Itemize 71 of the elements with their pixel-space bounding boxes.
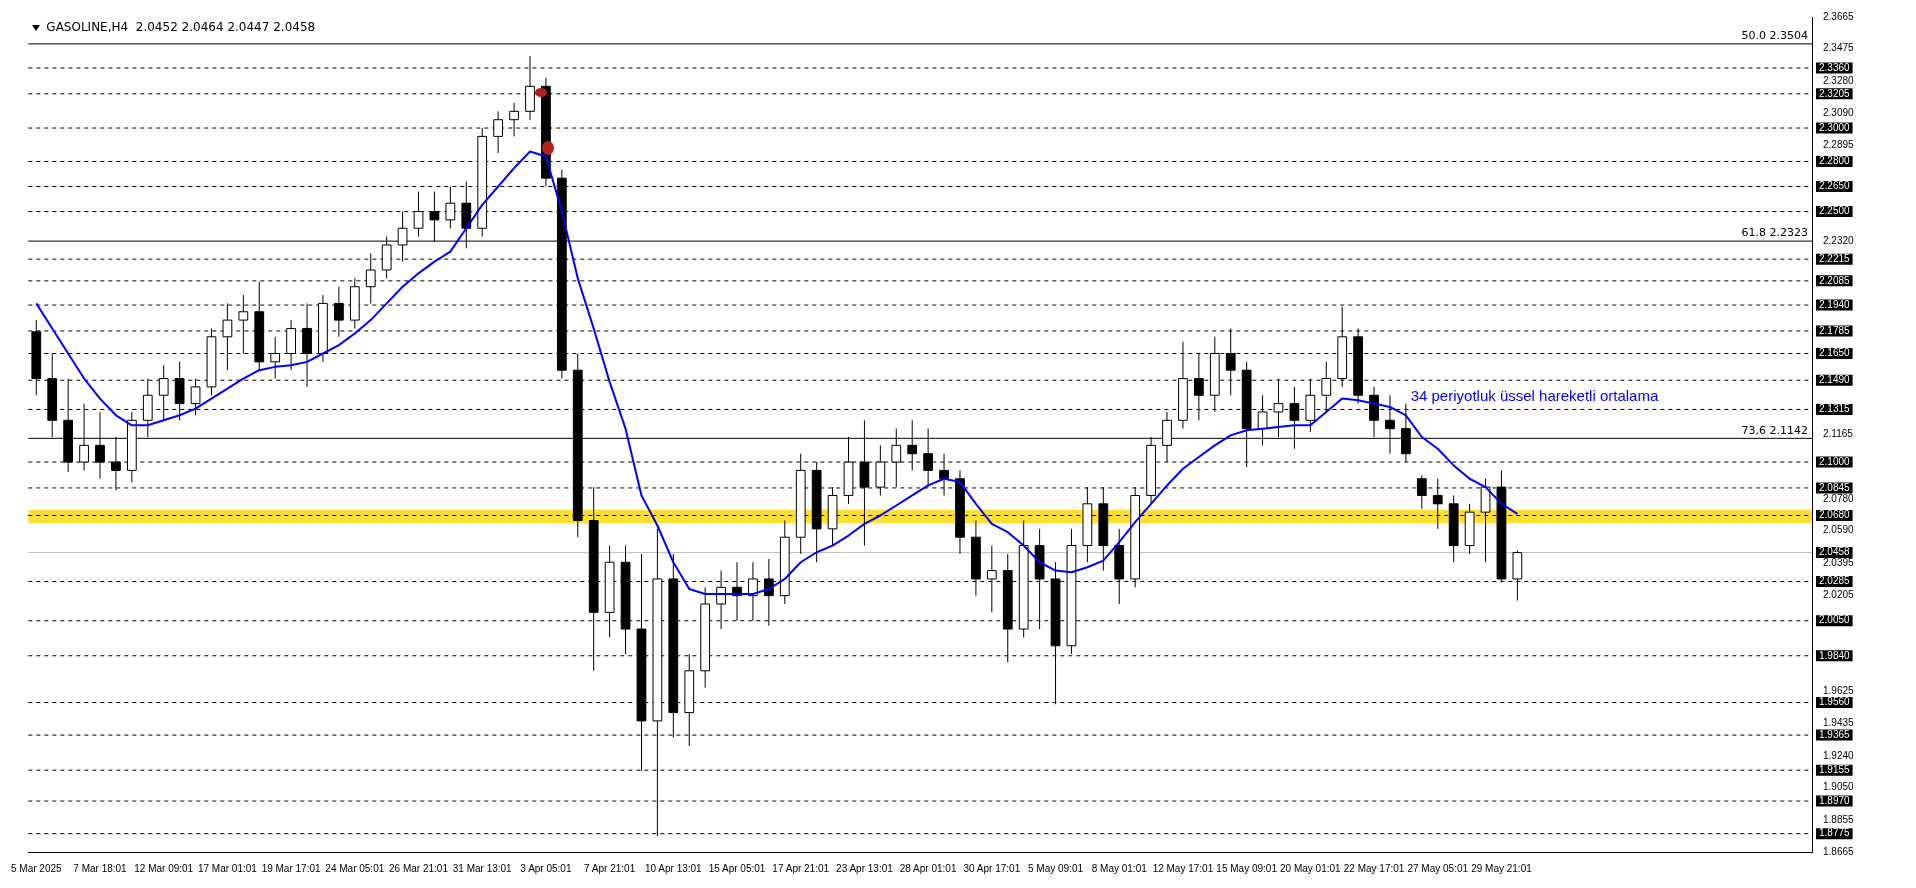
chart-title: GASOLINE,H4 2.0452 2.0464 2.0447 2.0458	[46, 20, 316, 35]
ref-line-label: 1.9365	[1819, 728, 1851, 740]
ref-line-label: 2.3205	[1819, 87, 1851, 99]
annotation: 61.8 2.2323	[1741, 226, 1808, 240]
x-tick-label: 17 Apr 21:01	[772, 862, 830, 874]
x-tick-label: 24 Mar 05:01	[325, 862, 385, 874]
ref-line-label: 2.1940	[1819, 298, 1851, 310]
ref-line-label: 2.2215	[1819, 252, 1851, 264]
x-tick-label: 7 Mar 18:01	[73, 862, 128, 874]
x-tick-label: 27 May 05:01	[1407, 862, 1469, 874]
y-tick-label: 2.3090	[1823, 106, 1855, 118]
ref-line-label: 2.2650	[1819, 180, 1851, 192]
ref-line-label: 2.3360	[1819, 61, 1851, 73]
x-tick-label: 8 May 01:01	[1091, 862, 1148, 874]
y-tick-label: 2.3280	[1823, 75, 1855, 87]
annotation: 50.0 2.3504	[1741, 29, 1808, 43]
y-tick-label: 1.8855	[1823, 814, 1855, 826]
ref-line-label: 2.2800	[1819, 155, 1851, 167]
ref-line-label: 2.3000	[1819, 121, 1851, 133]
y-tick-label: 2.0395	[1823, 556, 1855, 568]
ref-line-label: 2.0050	[1819, 614, 1851, 626]
x-tick-label: 15 May 09:01	[1216, 862, 1278, 874]
y-tick-label: 2.0205	[1823, 588, 1855, 600]
ref-line-label: 2.1490	[1819, 373, 1851, 385]
ref-line-label: 1.9560	[1819, 696, 1851, 708]
ref-line-label: 2.1315	[1819, 403, 1851, 415]
y-tick-label: 2.2320	[1823, 235, 1855, 247]
x-tick-label: 30 Apr 17:01	[963, 862, 1021, 874]
ref-line-label: 2.0458	[1819, 546, 1851, 558]
x-tick-label: 29 May 21:01	[1471, 862, 1533, 874]
ref-line-label: 2.0680	[1819, 509, 1851, 521]
annotation: 34 periyotluk üssel hareketli ortalama	[1410, 387, 1659, 405]
x-tick-label: 15 Apr 05:01	[708, 862, 766, 874]
y-tick-label: 2.1165	[1823, 428, 1854, 440]
ref-line-label: 2.1650	[1819, 347, 1851, 359]
x-tick-label: 31 Mar 13:01	[452, 862, 513, 874]
y-tick-label: 2.0780	[1823, 492, 1855, 504]
y-tick-label: 1.9240	[1823, 749, 1855, 761]
x-tick-label: 12 Mar 09:01	[134, 862, 194, 874]
x-tick-label: 7 Apr 21:01	[584, 862, 636, 874]
annotation: 73,6 2.1142	[1741, 423, 1808, 437]
ref-line-label: 2.1785	[1819, 324, 1851, 336]
x-tick-label: 19 Mar 17:01	[261, 862, 321, 874]
y-tick-label: 1.9050	[1823, 781, 1855, 793]
y-tick-label: 1.9435	[1823, 717, 1855, 729]
x-tick-label: 22 May 17:01	[1343, 862, 1405, 874]
y-tick-label: 2.3475	[1823, 42, 1855, 54]
x-tick-label: 5 May 09:01	[1028, 862, 1084, 874]
y-tick-label: 2.2895	[1823, 139, 1855, 151]
x-tick-label: 5 Mar 2025	[11, 862, 63, 874]
x-tick-label: 12 May 17:01	[1152, 862, 1214, 874]
ref-line-label: 1.9840	[1819, 649, 1851, 661]
x-tick-label: 26 Mar 21:01	[389, 862, 449, 874]
ref-line-label: 2.1000	[1819, 455, 1851, 467]
ref-line-label: 2.2085	[1819, 274, 1851, 286]
ref-line-label: 2.0845	[1819, 481, 1851, 493]
x-tick-label: 10 Apr 13:01	[644, 862, 703, 874]
y-tick-label: 2.3665	[1823, 10, 1855, 22]
x-tick-label: 28 Apr 01:01	[899, 862, 957, 874]
ref-line-label: 1.9155	[1819, 763, 1851, 775]
x-tick-label: 20 May 01:01	[1280, 862, 1342, 874]
ref-line-label: 1.8970	[1819, 794, 1851, 806]
x-tick-label: 3 Apr 05:01	[520, 862, 572, 874]
x-tick-label: 17 Mar 01:01	[197, 862, 258, 874]
y-tick-label: 1.8665	[1823, 845, 1855, 857]
y-tick-label: 2.0590	[1823, 524, 1855, 536]
ref-line-label: 1.8775	[1819, 827, 1851, 839]
y-tick-label: 1.9625	[1823, 685, 1855, 697]
ref-line-label: 2.2500	[1819, 205, 1851, 217]
x-tick-label: 23 Apr 13:01	[836, 862, 894, 874]
ref-line-label: 2.0285	[1819, 575, 1851, 587]
